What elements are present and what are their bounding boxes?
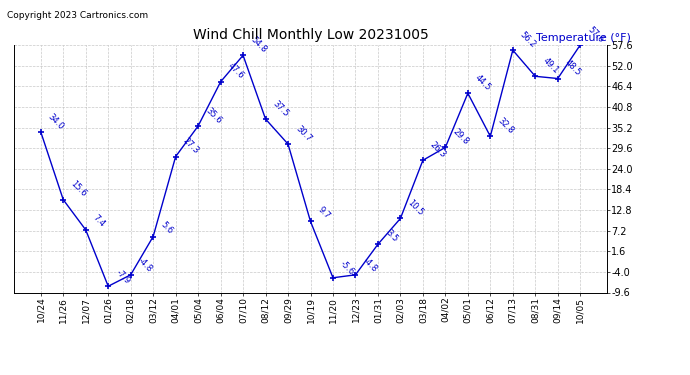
Text: 3.5: 3.5 — [384, 228, 400, 243]
Text: 56.2: 56.2 — [518, 30, 538, 50]
Text: Temperature (°F): Temperature (°F) — [536, 33, 631, 42]
Text: -5.6: -5.6 — [339, 259, 357, 277]
Text: 26.3: 26.3 — [428, 140, 448, 159]
Text: 34.0: 34.0 — [46, 112, 66, 131]
Text: 9.7: 9.7 — [316, 205, 332, 220]
Text: 29.8: 29.8 — [451, 127, 471, 147]
Text: 49.1: 49.1 — [541, 56, 560, 75]
Text: -4.8: -4.8 — [136, 256, 154, 274]
Text: 5.6: 5.6 — [159, 220, 175, 236]
Text: -7.9: -7.9 — [114, 268, 132, 285]
Text: 35.6: 35.6 — [204, 106, 223, 125]
Text: 57.6: 57.6 — [586, 25, 605, 44]
Text: 54.8: 54.8 — [248, 35, 268, 54]
Text: 44.5: 44.5 — [473, 73, 493, 93]
Title: Wind Chill Monthly Low 20231005: Wind Chill Monthly Low 20231005 — [193, 28, 428, 42]
Text: 15.6: 15.6 — [69, 180, 88, 199]
Text: 27.3: 27.3 — [181, 136, 201, 156]
Text: 32.8: 32.8 — [496, 116, 515, 135]
Text: 30.7: 30.7 — [293, 124, 313, 143]
Text: 37.5: 37.5 — [271, 99, 290, 118]
Text: 10.5: 10.5 — [406, 198, 425, 218]
Text: 47.6: 47.6 — [226, 62, 246, 81]
Text: 7.4: 7.4 — [91, 213, 107, 229]
Text: Copyright 2023 Cartronics.com: Copyright 2023 Cartronics.com — [7, 11, 148, 20]
Text: -4.8: -4.8 — [361, 256, 379, 274]
Text: 48.5: 48.5 — [563, 58, 583, 78]
